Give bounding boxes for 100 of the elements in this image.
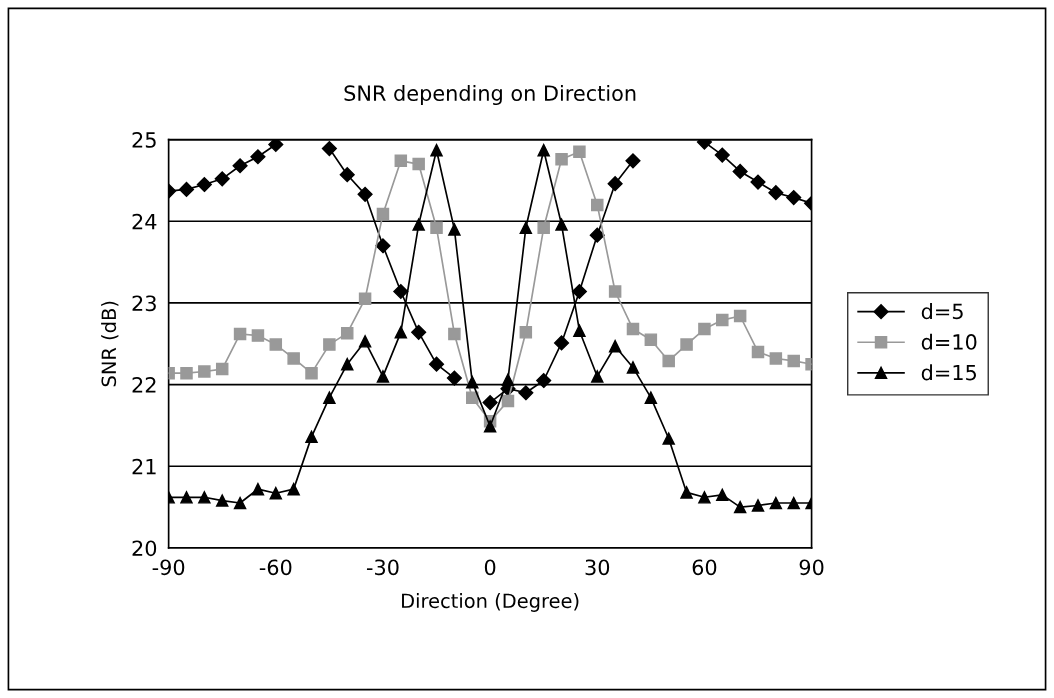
point — [519, 326, 533, 339]
point — [607, 176, 623, 192]
point — [625, 153, 641, 169]
point — [698, 491, 711, 504]
point — [376, 370, 390, 383]
point — [769, 352, 783, 365]
point — [358, 292, 372, 306]
point — [573, 145, 586, 159]
point — [232, 158, 248, 174]
point — [233, 327, 247, 341]
point — [323, 338, 336, 351]
point — [483, 419, 497, 433]
point — [394, 326, 408, 339]
legend-label: d=10 — [921, 333, 977, 350]
chart-title: SNR depending on Direction — [344, 84, 636, 106]
point — [375, 238, 391, 254]
point — [501, 394, 515, 408]
y-tick-label: 21 — [132, 458, 156, 475]
point — [448, 327, 461, 341]
point — [394, 154, 408, 168]
point — [376, 207, 390, 221]
x-tick-label: -90 — [152, 559, 185, 576]
point — [215, 494, 229, 507]
y-tick-label: 24 — [132, 213, 157, 230]
point — [555, 218, 568, 231]
point — [357, 186, 373, 202]
x-tick-label: 30 — [585, 559, 610, 576]
point — [198, 365, 211, 378]
point — [518, 385, 534, 401]
point — [537, 143, 550, 157]
x-axis-title: Direction (Degree) — [402, 593, 579, 612]
x-tick-label: -60 — [259, 559, 292, 576]
point — [553, 335, 570, 351]
point — [787, 354, 800, 368]
legend-label: d=15 — [921, 364, 976, 381]
point — [716, 488, 729, 502]
point — [198, 491, 211, 504]
point — [537, 221, 550, 235]
point — [680, 338, 693, 351]
x-tick-label: 90 — [799, 559, 824, 576]
point — [358, 335, 372, 348]
point — [305, 430, 318, 444]
point — [287, 352, 300, 365]
point — [644, 391, 658, 404]
y-axis-title: SNR (dB) — [101, 301, 119, 387]
point — [250, 149, 266, 165]
point — [321, 141, 337, 157]
point — [536, 372, 552, 389]
x-tick-label: 60 — [692, 559, 717, 576]
point — [323, 391, 336, 404]
point — [519, 221, 533, 235]
point — [269, 486, 283, 500]
point — [340, 357, 354, 371]
point — [644, 333, 658, 346]
point — [268, 139, 284, 153]
point — [591, 198, 604, 212]
point — [465, 391, 479, 404]
point — [555, 152, 568, 166]
point — [626, 322, 640, 336]
point — [428, 356, 445, 372]
point — [251, 329, 265, 342]
point — [786, 190, 802, 206]
point — [698, 322, 711, 336]
point — [214, 171, 230, 187]
point — [269, 338, 283, 351]
point — [430, 143, 443, 157]
point — [465, 375, 479, 389]
point — [714, 147, 730, 163]
point — [482, 394, 498, 411]
point — [340, 326, 354, 340]
point — [662, 432, 675, 445]
point — [573, 324, 586, 337]
y-tick-label: 22 — [132, 377, 156, 393]
point — [750, 174, 766, 190]
point — [716, 313, 729, 327]
point — [251, 482, 265, 496]
point — [571, 283, 587, 300]
point — [626, 361, 640, 374]
point — [733, 309, 747, 323]
point — [430, 221, 443, 235]
point — [196, 176, 212, 193]
point — [501, 373, 515, 386]
point — [680, 486, 693, 499]
x-tick-label: 0 — [484, 559, 496, 576]
point — [608, 285, 622, 298]
point — [608, 339, 622, 353]
y-tick-label: 23 — [132, 295, 156, 312]
point — [751, 345, 765, 359]
point — [733, 500, 747, 514]
point — [768, 185, 784, 201]
point — [178, 181, 195, 197]
point — [411, 324, 427, 340]
point — [589, 227, 605, 243]
point — [305, 366, 318, 380]
point — [448, 223, 461, 236]
point — [732, 163, 748, 180]
point — [180, 491, 193, 504]
point — [180, 366, 193, 380]
legend-label: d=5 — [921, 303, 963, 320]
point — [233, 496, 247, 510]
